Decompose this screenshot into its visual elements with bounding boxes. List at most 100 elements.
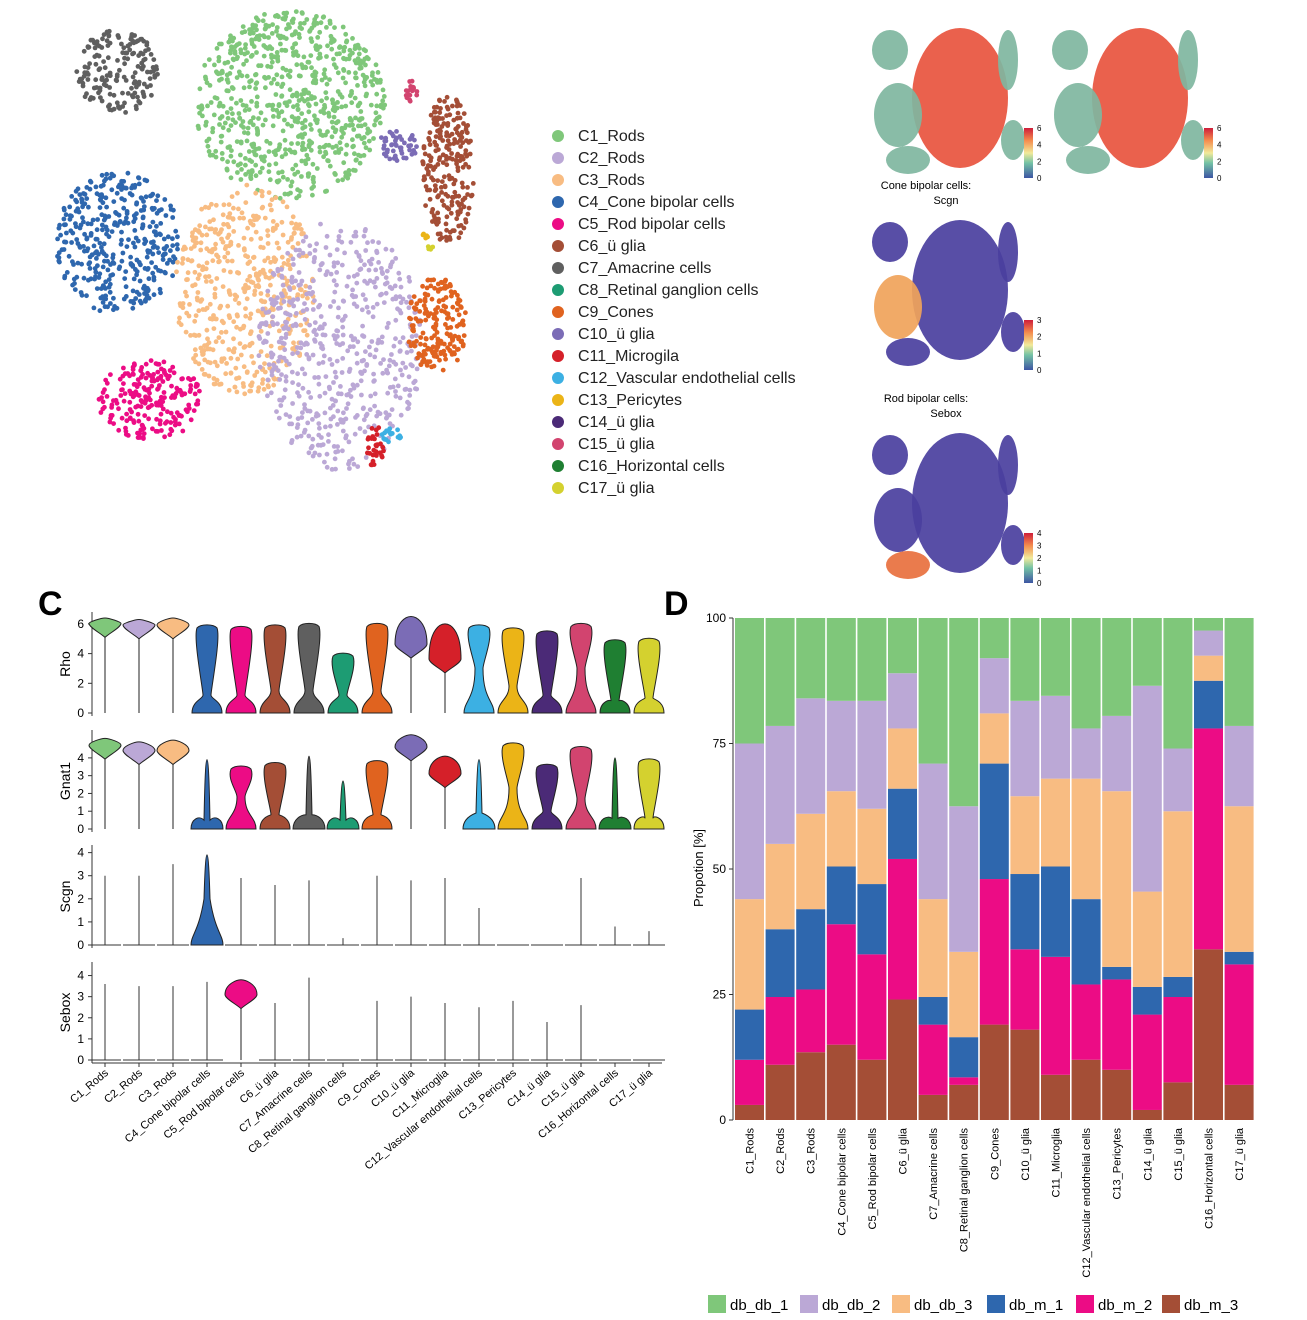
violin [225,765,257,830]
tsne-cluster-c3 [174,182,316,397]
bar-xtick-label: C6_ü glia [898,1127,910,1174]
tsne-cluster-c4 [55,170,180,314]
bar-segment-db_db_1 [765,618,795,726]
bar-segment-db_m_3 [735,1104,764,1120]
legend-dot [552,306,564,318]
tsne-cluster-c10 [379,129,419,164]
legend-swatch [987,1295,1005,1313]
feature-cluster [1001,120,1025,160]
feature-cluster [874,83,922,147]
violin-panel: C 0 2 4 6 Rho 0 1 2 3 4 Gnat1 0 1 2 3 4 Scgn 0 1 2 3 4 Sebox C1… [38,585,665,1172]
bar-segment-db_m_2 [888,858,917,1000]
legend-label: C14_ü glia [578,414,655,431]
violin-gene-label: Sebox [57,993,73,1033]
bar-segment-db_m_3 [1132,1109,1162,1120]
bar-segment-db_m_1 [1194,680,1223,729]
bar-ylabel: Propotion [%] [691,829,706,907]
violin-row-gnat1: 0 1 2 3 4 Gnat1 [57,730,665,836]
violin [225,625,257,714]
tsne-legend: C1_Rods C2_Rods C3_Rods C4_Cone bipolar cel… [552,128,796,497]
color-scale [1024,533,1033,583]
feature-cluster [912,28,1008,168]
bar-segment-db_db_3 [735,899,764,1010]
legend-dot [552,460,564,472]
violin-ytick-label: 0 [77,1053,84,1067]
legend-label: C11_Microgila [578,348,679,365]
legend-dot [552,350,564,362]
bar-segment-db_db_3 [826,791,856,867]
feature-cluster [874,488,922,552]
violin [462,759,496,830]
bar-segment-db_m_1 [979,763,1009,880]
legend-swatch [892,1295,910,1313]
bar-ytick-label: 25 [713,988,727,1002]
bar-segment-db_m_2 [857,954,887,1060]
bar-segment-db_db_2 [1071,728,1101,779]
violin-ytick-label: 1 [77,804,84,818]
feature-gene: Sebox [930,408,962,420]
legend-label: C17_ü glia [578,480,655,497]
legend-label: C6_ü glia [578,238,646,255]
violin-ytick-label: 2 [77,786,84,800]
bar-segment-db_m_1 [1041,866,1070,957]
bar-xtick-label: C9_Cones [989,1128,1001,1180]
violin [598,757,632,830]
legend-swatch [708,1295,726,1313]
violin [224,979,258,1060]
bar-xtick-label: C5_Rod bipolar cells [867,1128,879,1230]
bar-segment-db_db_2 [796,698,826,814]
bar-segment-db_m_1 [857,884,887,955]
feature-cluster [998,30,1018,90]
scale-tick: 6 [1037,124,1042,133]
tsne-cluster-c9 [406,277,468,373]
bar-segment-db_db_2 [735,743,764,900]
bar-xtick-label: C7_Amacrine cells [928,1128,940,1220]
legend-dot [552,152,564,164]
legend-label: db_db_2 [822,1297,880,1314]
scale-tick: 1 [1037,349,1042,358]
panel-label-d: D [664,585,689,623]
bar-segment-db_db_1 [1224,618,1254,726]
violin [293,622,325,714]
bar-segment-db_db_1 [857,618,887,701]
bar-segment-db_db_3 [1041,778,1070,867]
scale-tick: 3 [1037,316,1042,325]
bar-segment-db_m_2 [1132,1014,1162,1110]
violin-gene-label: Rho [57,651,73,677]
bar-segment-db_m_3 [765,1064,795,1120]
bar-segment-db_db_1 [918,618,948,764]
legend-swatch [800,1295,818,1313]
bar-segment-db_m_2 [1194,728,1223,950]
bar-segment-db_m_2 [796,989,826,1053]
bar-xtick-label: C17_ü glia [1234,1127,1246,1180]
bar-segment-db_db_1 [888,618,917,674]
bar-segment-db_db_3 [918,899,948,998]
scale-tick: 2 [1037,333,1042,342]
bar-segment-db_m_2 [1224,964,1254,1085]
bar-segment-db_db_1 [1163,618,1193,749]
bar-segment-db_m_3 [949,1084,979,1120]
bar-segment-db_m_2 [1163,997,1193,1083]
scale-tick: 4 [1037,141,1042,150]
bar-segment-db_m_1 [796,909,826,990]
bar-segment-db_db_2 [918,763,948,900]
bar-segment-db_m_2 [1071,984,1101,1060]
violin [190,759,224,830]
violin [191,624,223,714]
violin [497,742,529,830]
violin-ytick-label: 3 [77,769,84,783]
color-scale [1024,128,1033,178]
violin [599,639,631,714]
feature-cluster [912,433,1008,573]
bar-segment-db_m_3 [796,1052,826,1120]
legend-dot [552,394,564,406]
violin [463,624,495,714]
bar-segment-db_db_1 [1071,618,1101,729]
bar-segment-db_db_2 [1194,630,1223,656]
bar-segment-db_m_1 [765,929,795,998]
bar-segment-db_m_3 [1041,1074,1070,1120]
legend-label: C10_ü glia [578,326,655,343]
bar-segment-db_m_3 [1224,1084,1254,1120]
bar-segment-db_m_3 [1010,1029,1040,1120]
